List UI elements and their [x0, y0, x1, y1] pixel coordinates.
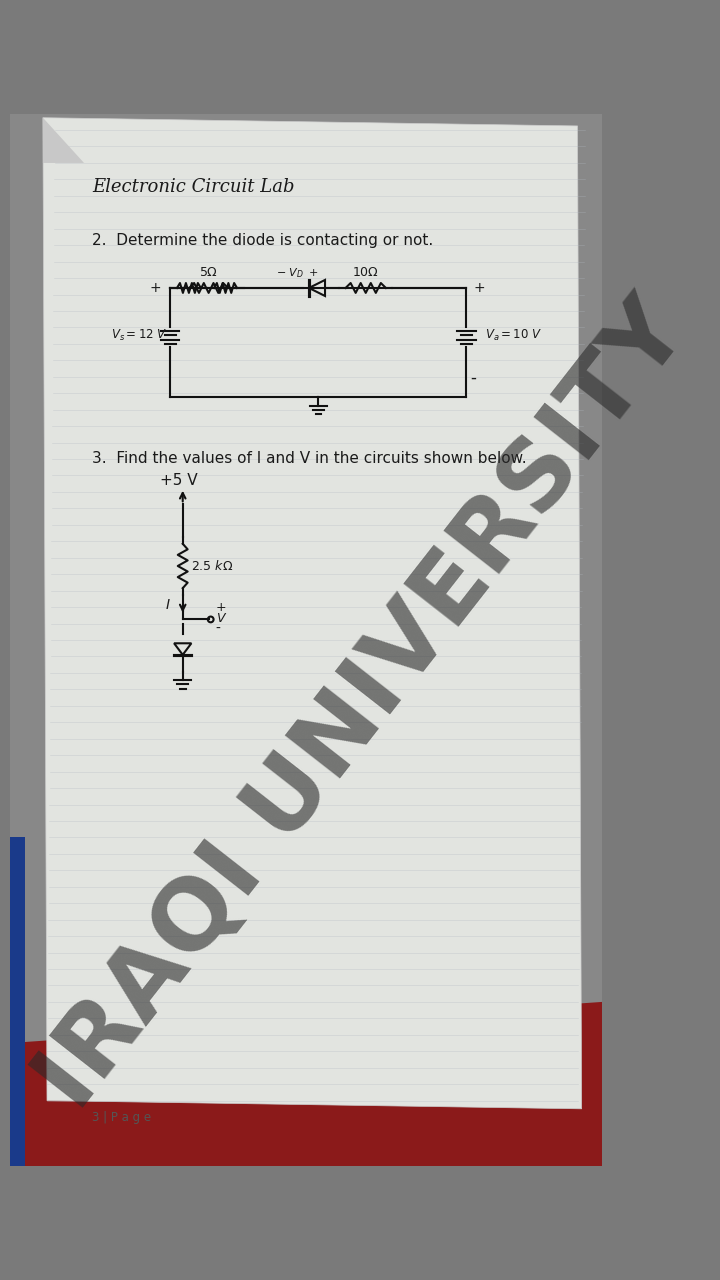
- Text: -: -: [470, 369, 476, 387]
- Text: Electronic Circuit Lab: Electronic Circuit Lab: [92, 178, 294, 196]
- Polygon shape: [10, 114, 602, 1166]
- Text: +5 V: +5 V: [160, 474, 197, 489]
- Text: $-\ V_D\ +$: $-\ V_D\ +$: [276, 266, 319, 280]
- Text: $I$: $I$: [165, 598, 171, 612]
- Polygon shape: [43, 118, 582, 1108]
- Text: 3.  Find the values of I and V in the circuits shown below.: 3. Find the values of I and V in the cir…: [92, 451, 527, 466]
- Text: $V$: $V$: [215, 612, 227, 625]
- Polygon shape: [10, 1002, 602, 1166]
- Text: +: +: [150, 282, 161, 296]
- Text: 2.  Determine the diode is contacting or not.: 2. Determine the diode is contacting or …: [92, 233, 433, 248]
- Text: +: +: [215, 602, 226, 614]
- Text: +: +: [474, 282, 485, 296]
- Text: $V_a = 10\ V$: $V_a = 10\ V$: [485, 328, 542, 343]
- Text: IRAQI UNIVERSITY: IRAQI UNIVERSITY: [21, 285, 706, 1126]
- Polygon shape: [43, 118, 84, 163]
- Text: $5\Omega$: $5\Omega$: [199, 266, 218, 279]
- Polygon shape: [10, 837, 24, 1166]
- Text: $V_s = 12\ V$: $V_s = 12\ V$: [111, 328, 168, 343]
- Text: 3 | P a g e: 3 | P a g e: [92, 1111, 151, 1124]
- Text: -: -: [215, 622, 220, 636]
- Text: $2.5\ k\Omega$: $2.5\ k\Omega$: [191, 559, 233, 573]
- Text: $10\Omega$: $10\Omega$: [352, 266, 379, 279]
